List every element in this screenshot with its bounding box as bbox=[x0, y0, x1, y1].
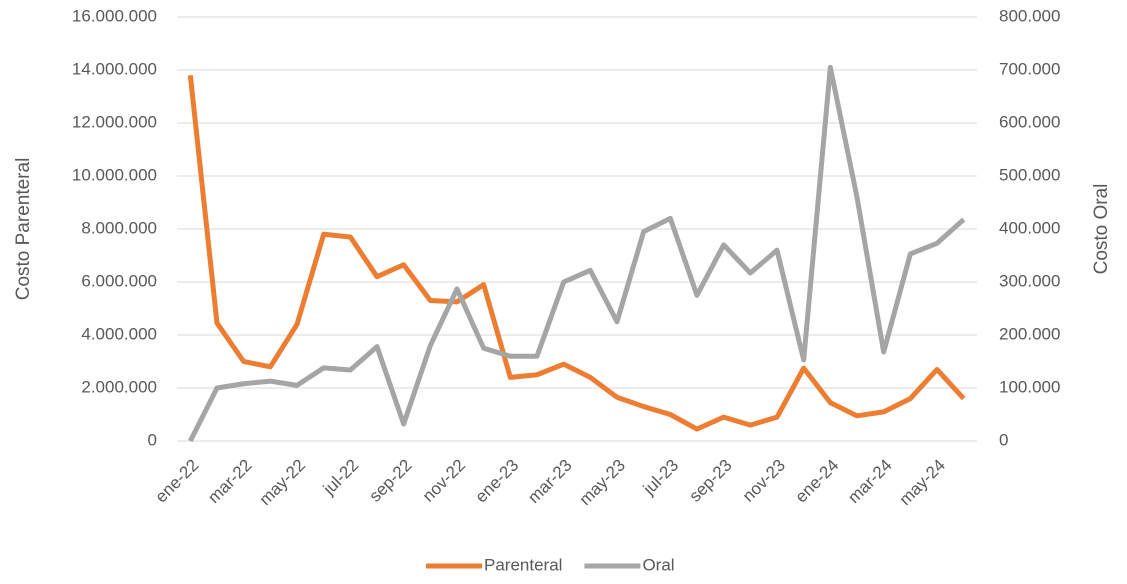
x-tick-label: may-24 bbox=[895, 456, 949, 510]
x-tick-label: jul-22 bbox=[319, 456, 363, 500]
y-tick-label: 16.000.000 bbox=[72, 6, 157, 25]
y2-tick-label: 600.000 bbox=[999, 112, 1060, 131]
line-series bbox=[187, 75, 966, 432]
x-tick-label: may-22 bbox=[255, 456, 309, 510]
y-tick-label: 0 bbox=[148, 430, 157, 449]
y2-tick-label: 500.000 bbox=[999, 165, 1060, 184]
y-tick-label: 4.000.000 bbox=[81, 324, 157, 343]
x-tick-label: ene-22 bbox=[151, 456, 202, 507]
y-tick-label: 10.000.000 bbox=[72, 165, 157, 184]
x-tick-label: ene-24 bbox=[791, 456, 842, 507]
y-tick-label: 6.000.000 bbox=[81, 271, 157, 290]
line-series bbox=[188, 64, 966, 443]
x-tick-label: jul-23 bbox=[639, 456, 683, 500]
x-tick-label: may-23 bbox=[575, 456, 629, 510]
y2-tick-label: 300.000 bbox=[999, 271, 1060, 290]
x-tick-label: nov-23 bbox=[739, 456, 789, 506]
x-tick-label: sep-22 bbox=[365, 456, 415, 506]
legend-label: Parenteral bbox=[484, 555, 562, 574]
y-tick-label: 2.000.000 bbox=[81, 377, 157, 396]
y-tick-label: 12.000.000 bbox=[72, 112, 157, 131]
y2-tick-label: 800.000 bbox=[999, 6, 1060, 25]
y2-tick-label: 0 bbox=[999, 430, 1008, 449]
y2-tick-label: 700.000 bbox=[999, 59, 1060, 78]
x-tick-label: ene-23 bbox=[471, 456, 522, 507]
x-tick-label: sep-23 bbox=[685, 456, 735, 506]
x-tick-label: mar-24 bbox=[844, 456, 896, 508]
x-tick-label: mar-23 bbox=[524, 456, 576, 508]
x-tick-label: mar-22 bbox=[204, 456, 256, 508]
x-tick-label: nov-22 bbox=[419, 456, 469, 506]
y-axis-title: Costo Parenteral bbox=[13, 158, 34, 301]
legend-label: Oral bbox=[642, 555, 674, 574]
y2-axis-title: Costo Oral bbox=[1091, 184, 1112, 275]
y2-tick-label: 200.000 bbox=[999, 324, 1060, 343]
y-tick-label: 14.000.000 bbox=[72, 59, 157, 78]
y2-tick-label: 400.000 bbox=[999, 218, 1060, 237]
y-tick-label: 8.000.000 bbox=[81, 218, 157, 237]
y2-tick-label: 100.000 bbox=[999, 377, 1060, 396]
